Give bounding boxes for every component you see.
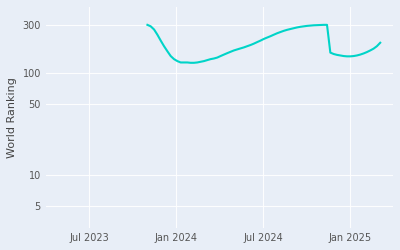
Y-axis label: World Ranking: World Ranking [7, 77, 17, 158]
